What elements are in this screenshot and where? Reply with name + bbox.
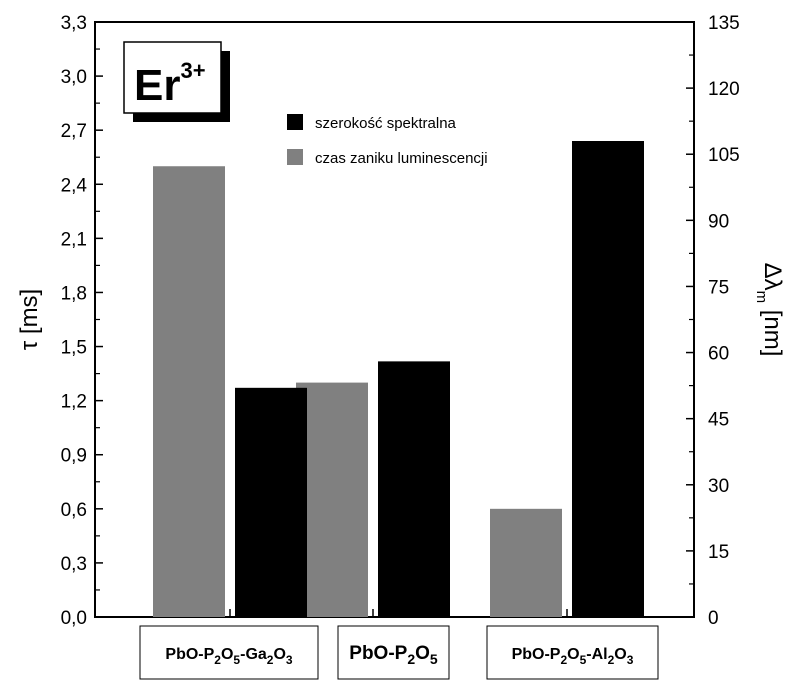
- left-tick-label: 1,8: [61, 283, 87, 304]
- bar: [235, 387, 307, 617]
- right-tick-label: 90: [708, 211, 729, 232]
- category-label-box: [337, 625, 450, 680]
- category-label: PbO-P2O5: [349, 643, 438, 667]
- legend-swatch: [287, 149, 303, 165]
- right-tick-label: 15: [708, 542, 729, 563]
- badge-label: Er3+: [134, 58, 206, 110]
- bar: [378, 361, 450, 617]
- left-tick-label: 2,7: [61, 121, 87, 142]
- category-label-box: [139, 625, 319, 680]
- right-axis-label: Δλm [nm]: [753, 263, 786, 357]
- legend-swatch: [287, 114, 303, 130]
- left-tick-label: 0,6: [61, 500, 87, 521]
- category-label-box: [486, 625, 659, 680]
- left-tick-label: 2,4: [61, 175, 88, 196]
- right-tick-label: 135: [708, 13, 740, 34]
- left-tick-label: 2,1: [61, 229, 87, 250]
- left-tick-label: 1,5: [61, 338, 87, 359]
- left-axis-label: τ [ms]: [16, 289, 43, 350]
- left-tick-label: 0,0: [61, 608, 87, 629]
- right-tick-label: 105: [708, 145, 740, 166]
- legend-label: czas zaniku luminescencji: [315, 150, 488, 167]
- legend-label: szerokość spektralna: [315, 115, 457, 132]
- bar: [490, 508, 562, 617]
- badge-box: [123, 41, 222, 114]
- bar: [572, 141, 644, 617]
- left-tick-label: 3,3: [61, 13, 87, 34]
- left-tick-label: 0,3: [61, 554, 87, 575]
- right-tick-label: 75: [708, 277, 729, 298]
- category-label: PbO-P2O5-Al2O3: [512, 646, 634, 667]
- right-tick-label: 120: [708, 79, 740, 100]
- right-tick-label: 0: [708, 608, 719, 629]
- right-tick-label: 30: [708, 476, 729, 497]
- left-tick-label: 3,0: [61, 67, 87, 88]
- bar: [153, 166, 225, 617]
- bar: [296, 382, 368, 617]
- right-tick-label: 60: [708, 344, 729, 365]
- right-tick-label: 45: [708, 410, 729, 431]
- category-label: PbO-P2O5-Ga2O3: [165, 646, 293, 667]
- left-tick-label: 0,9: [61, 446, 87, 467]
- left-tick-label: 1,2: [61, 392, 87, 413]
